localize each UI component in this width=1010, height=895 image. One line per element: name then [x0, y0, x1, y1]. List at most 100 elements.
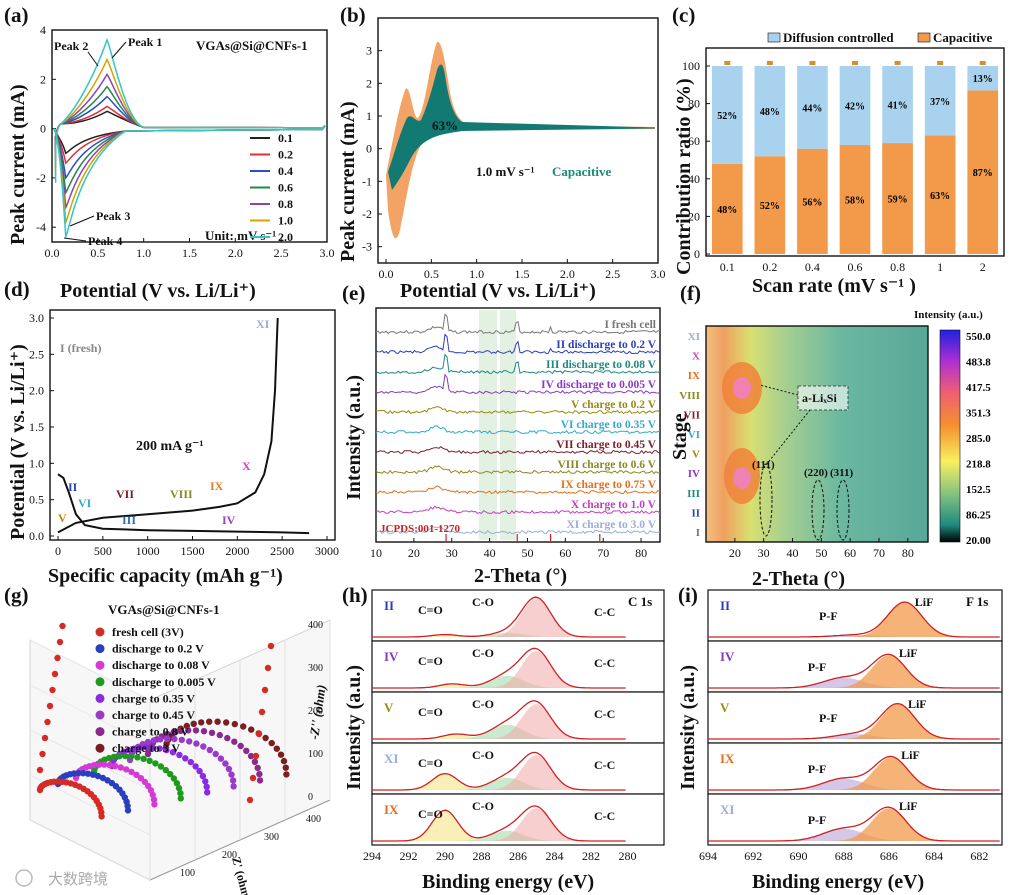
panel-d-xlabel: Specific capacity (mAh g⁻¹): [48, 565, 283, 587]
g-eis-point: [251, 758, 259, 765]
panel-g-curves: [36, 622, 290, 820]
f-stage-label: IV: [688, 468, 700, 480]
i-label-pf: P-F: [819, 711, 838, 725]
i-xtick-label: 688: [835, 849, 853, 863]
e-xrd-curve: [375, 373, 661, 395]
g-legend-marker: [95, 727, 105, 737]
h-xtick-label: 286: [509, 849, 527, 863]
d-ytick-label: 2.5: [29, 347, 44, 361]
c-label-diffusion: 41%: [888, 101, 908, 112]
g-eis-point: [192, 727, 200, 734]
g-eis-point: [163, 746, 170, 754]
panel-f-ring-111: [759, 463, 773, 537]
f-xtick-label: 40: [786, 546, 798, 560]
c-ytick-label: 0: [694, 247, 700, 261]
g-eis-point: [208, 729, 216, 736]
e-xrd-curve: [375, 445, 661, 455]
b-xtick-label: 1.0: [469, 267, 484, 281]
i-envelope: [708, 806, 1000, 842]
panel-d-fresh: I (fresh): [60, 341, 101, 355]
h-envelope: [372, 751, 626, 791]
b-xtick-label: 0.5: [424, 267, 439, 281]
h-xtick-label: 284: [546, 849, 564, 863]
g-eis-point: [222, 760, 229, 767]
i-label-lif: LiF: [899, 646, 918, 660]
g-ztick-label: 0: [308, 792, 313, 803]
g-eis-point: [130, 745, 138, 752]
i-row-label: IV: [720, 649, 735, 664]
h-peak-fit: [372, 755, 664, 790]
panel-e-frame: [375, 307, 661, 543]
e-curve-label: II discharge to 0.2 V: [556, 339, 656, 351]
d-ytick-label: 3.0: [29, 311, 44, 325]
panel-d-stage-II: II: [68, 480, 78, 494]
f-colorbar-label: 218.8: [966, 459, 991, 471]
c-xtick-label: 0.6: [848, 260, 863, 274]
e-curve-label: V charge to 0.2 V: [571, 399, 657, 411]
i-row-label: XI: [720, 802, 734, 817]
i-row-label: V: [720, 700, 730, 715]
g-eis-point: [231, 720, 238, 728]
g-eis-point: [173, 780, 181, 787]
panel-d-yticks: 3.0 2.5 2.0 1.5 1.0 0.5 0.0: [29, 311, 54, 543]
panel-e-jcpds: JCPDS:001-1270: [380, 523, 461, 535]
g-eis-point: [143, 744, 150, 751]
panel-a-label: (a): [4, 3, 29, 27]
e-xrd-curve: [375, 505, 661, 515]
c-label-capacitive: 58%: [845, 195, 865, 206]
g-eis-point: [230, 783, 237, 790]
g-eis-point: [243, 747, 250, 754]
a-xtick-label: 0.5: [90, 246, 105, 260]
g-eis-point: [273, 745, 280, 752]
g-eis-point: [140, 755, 147, 762]
g-eis-point: [206, 746, 213, 754]
a-legend-label: 0.2: [278, 148, 293, 162]
g-eis-point: [117, 764, 125, 771]
panel-e-highlight-1: [479, 310, 497, 540]
g-eis-point: [187, 758, 194, 766]
panel-a-ylabel: Peak current (mA): [7, 84, 29, 245]
h-title: C 1s: [628, 594, 652, 609]
panel-i-label: (i): [678, 583, 698, 607]
c-label-capacitive: 59%: [888, 195, 908, 206]
i-label-lif: LiF: [899, 799, 918, 813]
g-eis-point: [256, 770, 263, 778]
panel-a-title: VGAs@Si@CNFs-1: [196, 38, 308, 53]
g-eis-point: [214, 718, 221, 725]
e-xtick-label: 20: [408, 546, 420, 560]
b-ytick-label: -2: [362, 207, 372, 221]
e-curve-label: XI charge to 3.0 V: [566, 519, 656, 531]
f-xtick-label: 50: [815, 546, 827, 560]
panel-i: (i) II LiF P-F IV LiF P-F V LiF P-F IX LiF P-F XI LiF…: [677, 583, 1003, 893]
panel-c-legend-cap: Capacitive: [933, 30, 992, 45]
h-peak-fit: [372, 773, 664, 790]
c-xtick-label: 0.4: [805, 260, 820, 274]
panel-d-stage-IX: IX: [210, 479, 224, 493]
d-xtick-label: 500: [94, 544, 112, 558]
g-eis-point: [185, 727, 192, 734]
panel-d-curves: [57, 317, 310, 535]
g-eis-point: [150, 796, 158, 803]
h-label-cc: C-C: [594, 809, 615, 823]
g-eis-point: [198, 719, 205, 726]
panel-g: (g) VGAs@Si@CNFs-1 fresh cell (3V) discha…: [4, 583, 331, 895]
i-peak-fit: [708, 734, 1002, 739]
f-xtick-label: 30: [758, 546, 770, 560]
panel-a-peak4: Peak 4: [88, 234, 122, 248]
d-xtick-label: 2000: [225, 544, 249, 558]
h-peak-fit: [372, 734, 664, 739]
g-eis-point: [177, 795, 184, 802]
g-eis-point: [59, 622, 66, 630]
f-xtick-label: 70: [873, 546, 885, 560]
panel-c-bars: 48% 52% 0.1 52% 48% 0.2 56% 44% 0.4 58% 42% 0.6 59% 4…: [711, 61, 999, 274]
e-xtick-label: 10: [370, 546, 382, 560]
e-curve-label: VI charge to 0.35 V: [561, 419, 657, 431]
h-label-cc: C-C: [594, 656, 615, 670]
panel-d-stage-V: V: [58, 511, 67, 525]
panel-b-rate: 1.0 mV s⁻¹: [476, 164, 535, 179]
i-peak-fit: [708, 778, 1002, 790]
g-eis-point: [149, 744, 156, 751]
a-xtick-label: 2.5: [274, 246, 289, 260]
f-colorbar-label: 86.25: [966, 510, 991, 522]
